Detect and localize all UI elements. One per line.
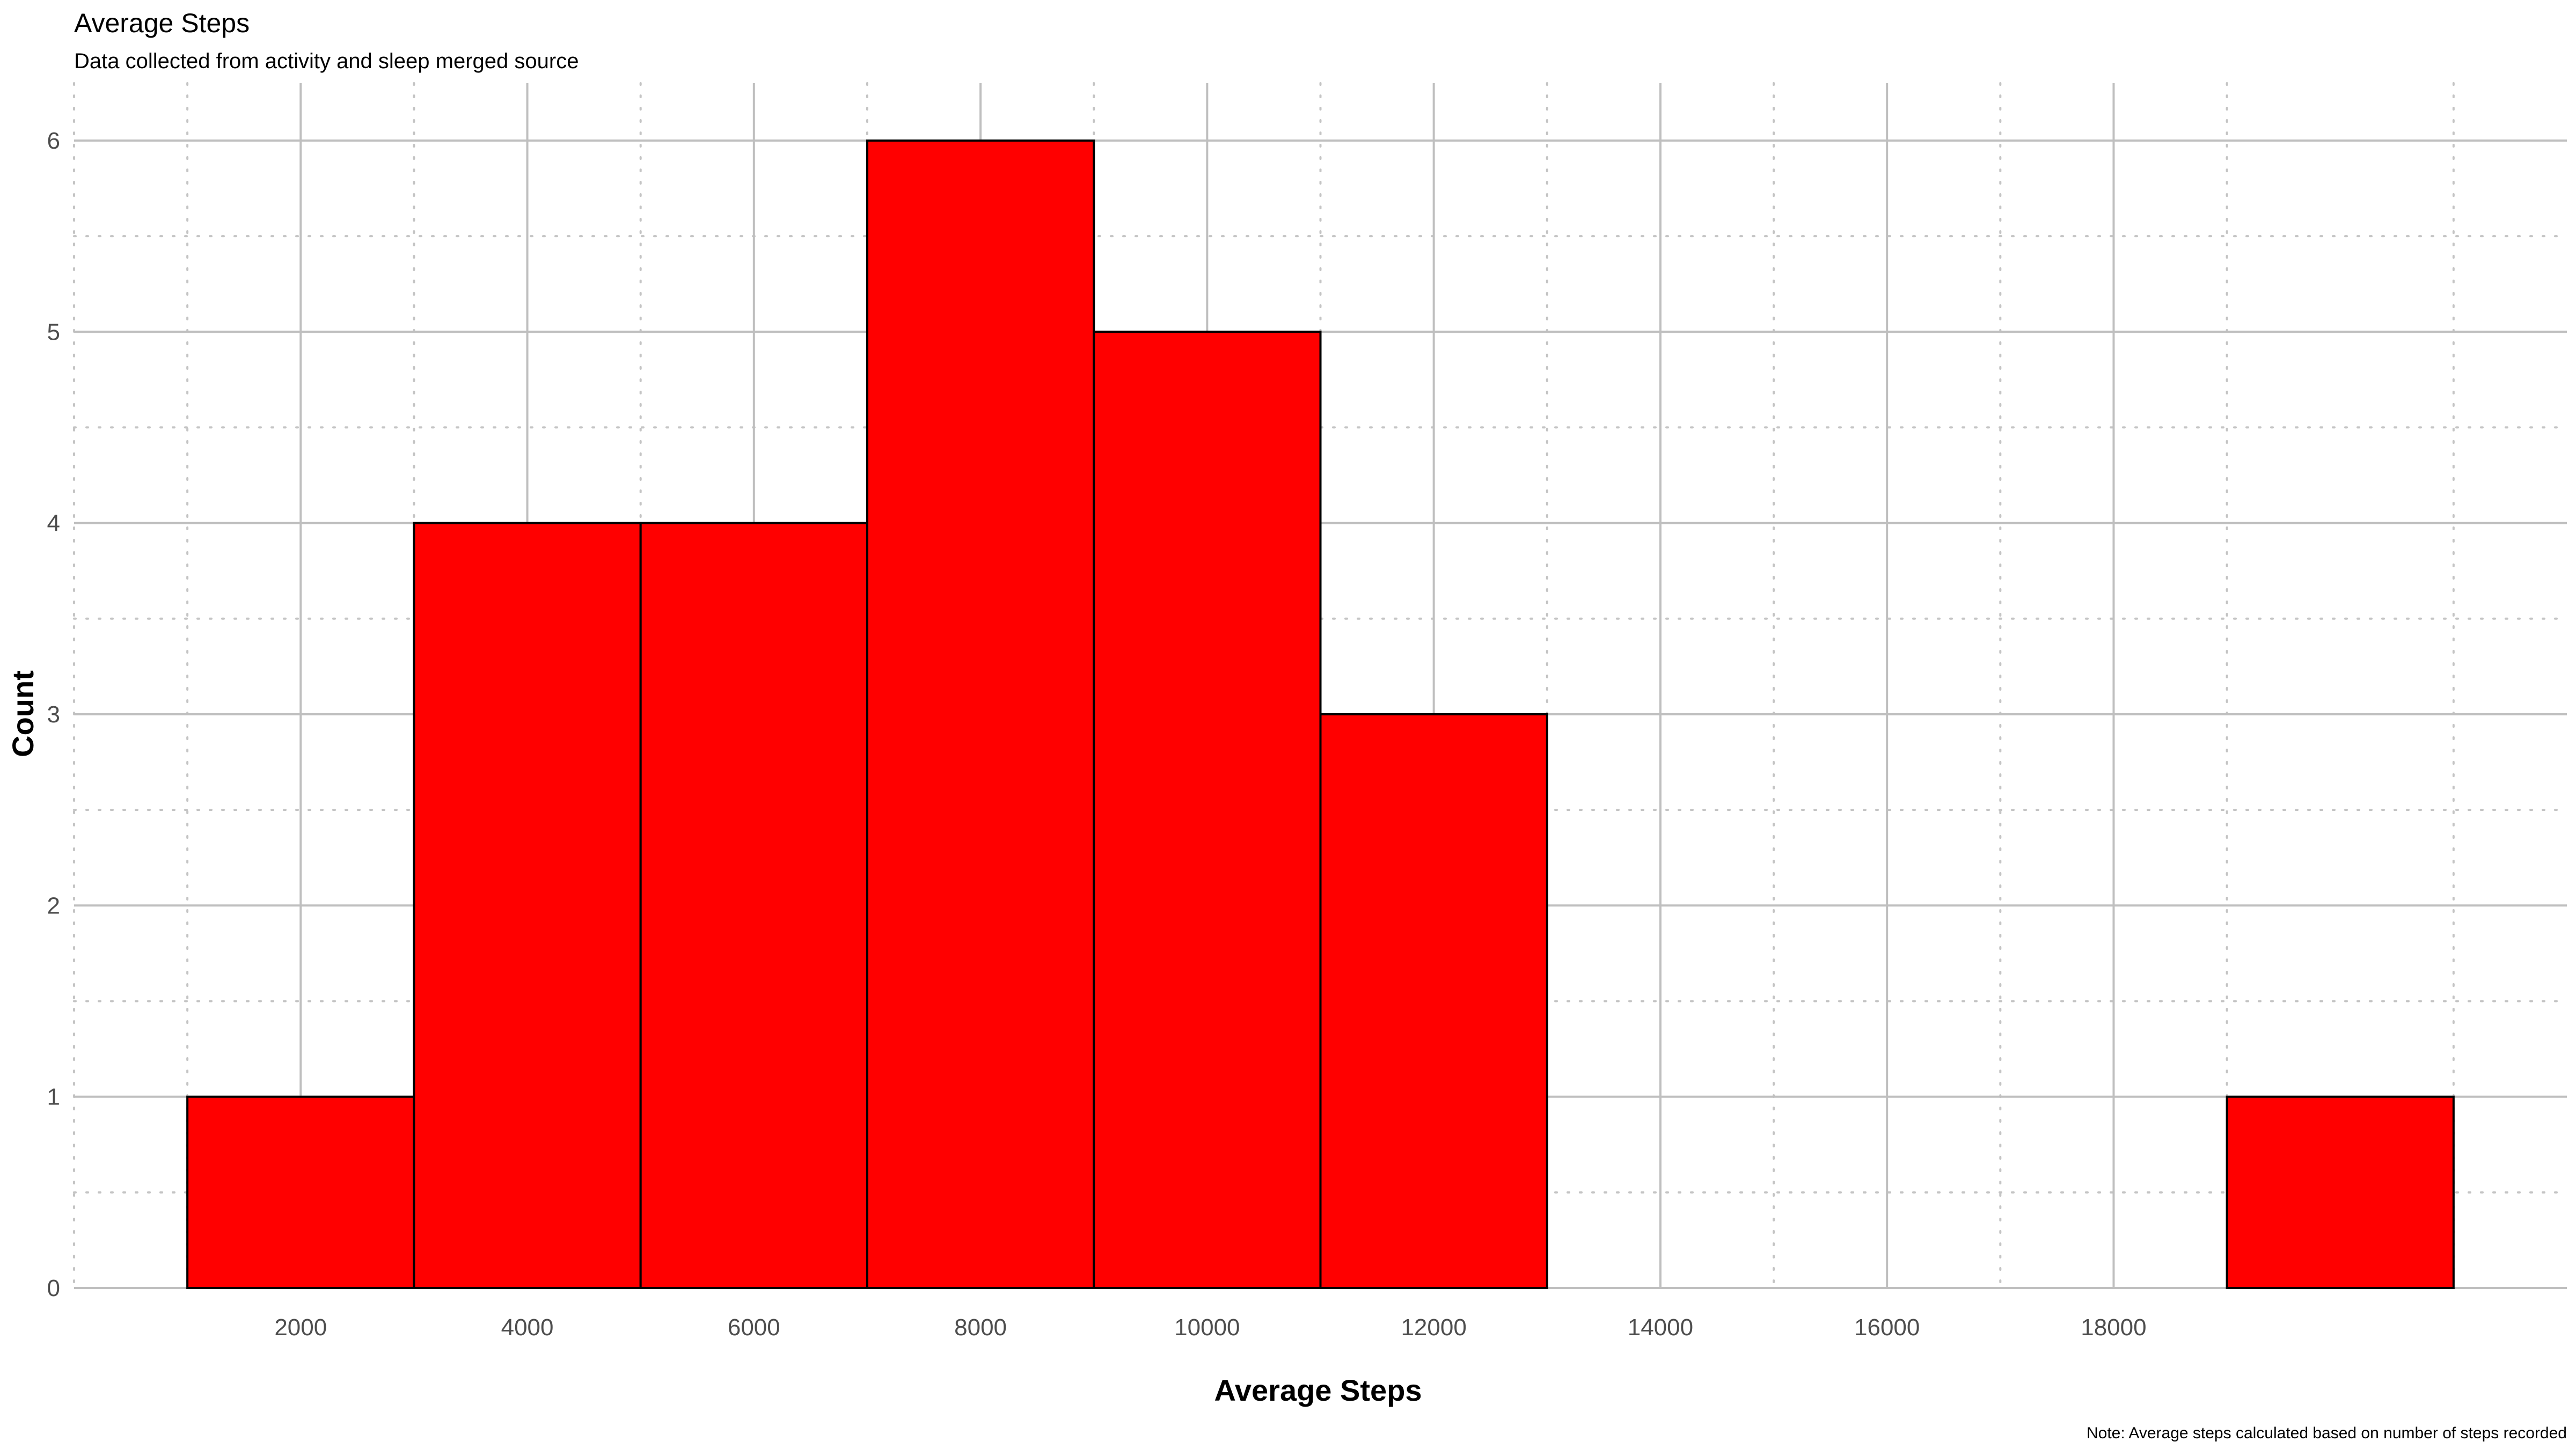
- y-tick-label: 1: [47, 1084, 60, 1110]
- y-tick-label: 0: [47, 1275, 60, 1301]
- histogram-bar: [1093, 331, 1322, 1289]
- x-tick-label: 10000: [1174, 1314, 1240, 1341]
- histogram-bar: [186, 1095, 415, 1289]
- histogram-bars: [186, 139, 2455, 1289]
- x-tick-label: 16000: [1854, 1314, 1920, 1341]
- y-tick-label: 4: [47, 510, 60, 537]
- x-tick-label: 4000: [501, 1314, 554, 1341]
- y-axis-tick-labels: 0 1 2 3 4 5 6: [47, 128, 60, 1301]
- chart-caption: Note: Average steps calculated based on …: [2087, 1424, 2567, 1442]
- chart-subtitle: Data collected from activity and sleep m…: [74, 49, 579, 73]
- x-tick-label: 12000: [1401, 1314, 1466, 1341]
- x-tick-label: 2000: [274, 1314, 327, 1341]
- y-tick-label: 2: [47, 892, 60, 919]
- x-axis-title: Average Steps: [1214, 1373, 1422, 1407]
- x-axis-tick-labels: 2000 4000 6000 8000 10000 12000 14000 16000 1800…: [274, 1314, 2146, 1341]
- histogram-bar: [413, 522, 642, 1289]
- histogram-bar: [1319, 713, 1548, 1289]
- y-tick-label: 5: [47, 319, 60, 345]
- y-axis-title: Count: [6, 670, 40, 757]
- histogram-bar: [866, 139, 1095, 1289]
- histogram-bar: [2226, 1095, 2455, 1289]
- chart-title: Average Steps: [74, 8, 250, 38]
- x-tick-label: 18000: [2081, 1314, 2146, 1341]
- y-tick-label: 6: [47, 128, 60, 154]
- y-tick-label: 3: [47, 701, 60, 728]
- x-tick-label: 6000: [728, 1314, 780, 1341]
- x-tick-label: 8000: [954, 1314, 1007, 1341]
- histogram-bar: [639, 522, 868, 1289]
- x-tick-label: 14000: [1628, 1314, 1693, 1341]
